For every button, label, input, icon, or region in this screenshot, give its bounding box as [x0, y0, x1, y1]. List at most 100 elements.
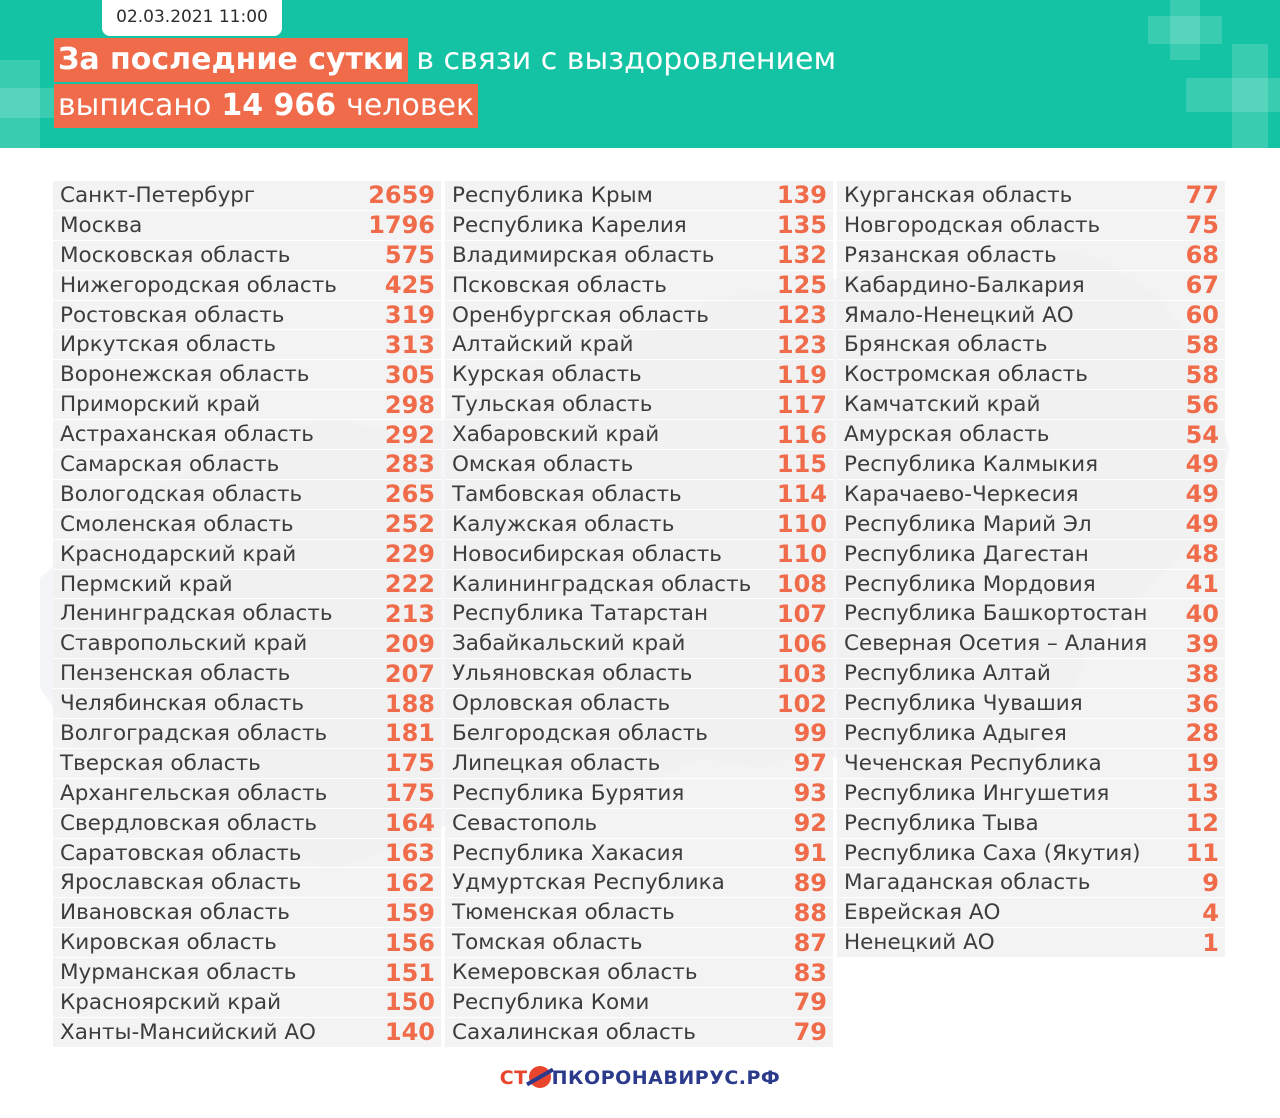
region-value: 68: [1185, 241, 1219, 270]
region-name: Камчатский край: [844, 392, 1041, 418]
region-row: Калининградская область 108: [445, 569, 833, 600]
region-value: 97: [793, 749, 827, 778]
region-name: Ярославская область: [60, 870, 302, 896]
region-name: Оренбургская область: [452, 302, 709, 328]
region-name: Санкт-Петербург: [60, 182, 256, 208]
region-row: Рязанская область 68: [837, 240, 1225, 271]
region-name: Калужская область: [452, 511, 675, 537]
region-name: Республика Тыва: [844, 810, 1039, 836]
region-row: Севастополь 92: [445, 808, 833, 839]
region-row: Иркутская область 313: [53, 330, 441, 361]
region-value: 110: [776, 540, 827, 569]
region-value: 425: [384, 271, 435, 300]
region-value: 213: [384, 599, 435, 628]
region-row: Новгородская область 75: [837, 210, 1225, 241]
region-value: 13: [1185, 779, 1219, 808]
region-value: 93: [793, 779, 827, 808]
region-row: Костромская область 58: [837, 360, 1225, 391]
region-row: Тамбовская область 114: [445, 479, 833, 510]
region-value: 12: [1185, 809, 1219, 838]
region-value: 49: [1185, 450, 1219, 479]
region-value: 107: [776, 599, 827, 628]
plus-decoration: [1232, 44, 1268, 148]
region-name: Псковская область: [452, 272, 667, 298]
region-value: 41: [1185, 570, 1219, 599]
region-name: Иркутская область: [60, 332, 277, 358]
region-value: 229: [384, 540, 435, 569]
region-name: Курская область: [452, 362, 642, 388]
region-name: Ставропольский край: [60, 631, 308, 657]
region-row: Кабардино-Балкария 67: [837, 270, 1225, 301]
region-value: 58: [1185, 330, 1219, 359]
headline-line-2: выписано 14 966 человек: [54, 84, 479, 128]
region-row: Ханты-Мансийский АО 140: [53, 1017, 441, 1048]
region-name: Республика Хакасия: [452, 840, 684, 866]
region-row: Курская область 119: [445, 360, 833, 391]
plus-decoration: [0, 60, 40, 148]
region-value: 114: [776, 480, 827, 509]
region-name: Республика Саха (Якутия): [844, 840, 1141, 866]
logo-part-1: СТ: [499, 1067, 528, 1089]
region-value: 163: [384, 839, 435, 868]
region-value: 319: [384, 301, 435, 329]
region-name: Волгоградская область: [60, 720, 328, 746]
region-value: 150: [384, 988, 435, 1017]
region-value: 116: [776, 420, 827, 449]
region-value: 175: [384, 749, 435, 778]
virus-icon: [528, 1066, 551, 1088]
plus-decoration: [0, 88, 60, 118]
region-row: Тульская область 117: [445, 390, 833, 421]
region-value: 91: [793, 839, 827, 868]
region-name: Хабаровский край: [452, 422, 660, 448]
region-value: 11: [1185, 839, 1219, 868]
region-row: Республика Хакасия 91: [445, 838, 833, 869]
region-row: Архангельская область 175: [53, 778, 441, 809]
region-row: Республика Бурятия 93: [445, 778, 833, 809]
region-row: Санкт-Петербург 2659: [53, 181, 441, 211]
region-row: Тюменская область 88: [445, 898, 833, 929]
region-value: 117: [776, 390, 827, 419]
region-name: Тюменская область: [452, 900, 675, 926]
region-value: 48: [1185, 540, 1219, 569]
region-value: 106: [776, 629, 827, 658]
region-row: Ямало-Ненецкий АО 60: [837, 300, 1225, 331]
region-name: Краснодарский край: [60, 541, 297, 567]
region-row: Республика Мордовия 41: [837, 569, 1225, 600]
region-row: Кировская область 156: [53, 928, 441, 959]
region-row: Еврейская АО 4: [837, 898, 1225, 929]
region-name: Чеченская Республика: [844, 750, 1102, 776]
header-banner: 02.03.2021 11:00 За последние сутки в св…: [0, 0, 1280, 148]
discharged-number: 14 966: [221, 88, 337, 123]
plus-decoration: [1186, 78, 1280, 112]
region-value: 188: [384, 689, 435, 718]
region-name: Калининградская область: [452, 571, 752, 597]
region-name: Ульяновская область: [452, 661, 693, 687]
region-name: Республика Мордовия: [844, 571, 1096, 597]
region-value: 102: [776, 689, 827, 718]
region-row: Владимирская область 132: [445, 240, 833, 271]
region-value: 79: [793, 988, 827, 1017]
region-value: 103: [776, 659, 827, 688]
region-row: Ненецкий АО 1: [837, 928, 1225, 959]
region-name: Архангельская область: [60, 780, 328, 806]
region-name: Амурская область: [844, 422, 1050, 448]
region-row: Калужская область 110: [445, 509, 833, 540]
region-name: Пермский край: [60, 571, 233, 597]
region-name: Смоленская область: [60, 511, 294, 537]
region-value: 265: [384, 480, 435, 509]
region-row: Республика Ингушетия 13: [837, 778, 1225, 809]
region-name: Белгородская область: [452, 720, 708, 746]
region-value: 4: [1202, 898, 1219, 927]
region-row: Республика Башкортостан 40: [837, 599, 1225, 630]
regions-column-1: Санкт-Петербург 2659 Москва 1796 Московская …: [53, 181, 441, 1048]
region-value: 135: [776, 211, 827, 240]
region-name: Пензенская область: [60, 661, 291, 687]
region-value: 305: [384, 360, 435, 389]
region-name: Алтайский край: [452, 332, 634, 358]
region-name: Свердловская область: [60, 810, 318, 836]
region-name: Тульская область: [452, 392, 653, 418]
region-name: Владимирская область: [452, 242, 715, 268]
region-value: 292: [384, 420, 435, 449]
region-row: Карачаево-Черкесия 49: [837, 479, 1225, 510]
region-row: Удмуртская Республика 89: [445, 868, 833, 899]
